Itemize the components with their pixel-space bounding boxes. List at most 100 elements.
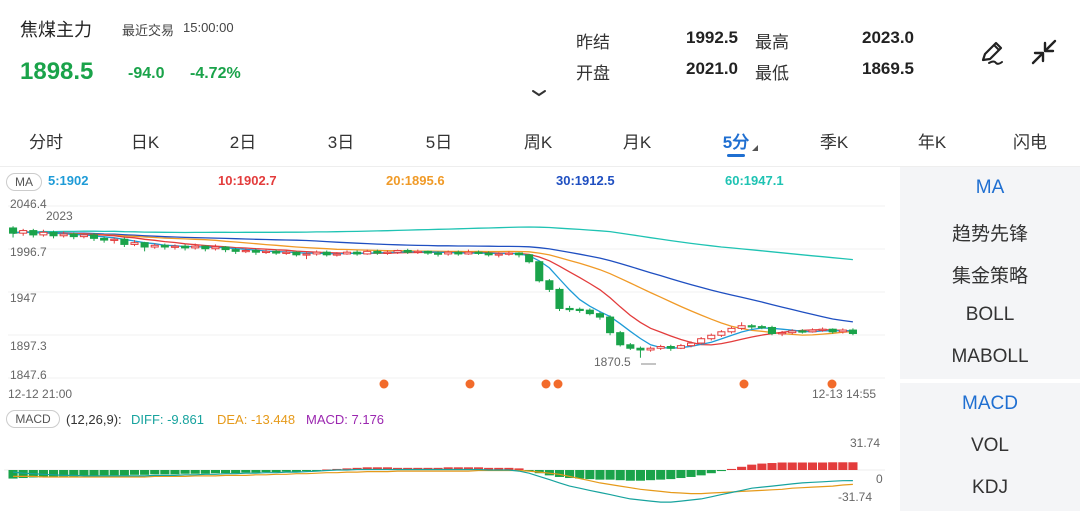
side-item-vol[interactable]: VOL <box>970 435 1010 456</box>
macd-chart[interactable] <box>0 432 900 511</box>
macd-dea-line <box>13 469 853 495</box>
price-axis-label-3: 1897.3 <box>10 339 47 353</box>
macd-axis-top: 31.74 <box>850 436 881 450</box>
candle-body <box>788 330 797 334</box>
tab-flash[interactable]: 闪电 <box>1013 133 1047 152</box>
macd-params: (12,26,9): <box>66 412 122 427</box>
candle-body <box>504 252 513 255</box>
time-axis-end: 12-13 14:55 <box>812 387 877 401</box>
macd-histogram-bar <box>129 470 140 475</box>
ma5-value: 5:1902 <box>48 173 89 188</box>
candle-body <box>363 250 372 255</box>
side-item-kdj[interactable]: KDJ <box>972 477 1008 498</box>
candle-body <box>332 253 341 256</box>
side-item-boll[interactable]: BOLL <box>965 304 1015 325</box>
candle-body <box>514 252 524 256</box>
candle-body <box>686 342 696 347</box>
expand-header-chevron-icon[interactable] <box>531 88 547 98</box>
indicator-side-panel: MA 趋势先锋 集金策略 BOLL MABOLL MACD VOL KDJ <box>900 167 1080 511</box>
candle-body <box>636 347 645 351</box>
event-marker-dot <box>465 379 475 389</box>
candle-body <box>626 344 635 349</box>
time-axis-start: 12-12 21:00 <box>8 387 73 401</box>
macd-histogram-bar <box>635 470 645 481</box>
event-marker-dot <box>541 379 551 389</box>
low-value: 1869.5 <box>862 59 914 78</box>
macd-histogram-bar <box>726 468 737 470</box>
candle-body <box>302 253 311 256</box>
macd-histogram-bar <box>686 470 696 477</box>
macd-histogram-bar <box>484 467 494 470</box>
candle-body <box>100 237 109 241</box>
ma-indicator-button[interactable]: MA <box>6 173 42 191</box>
tab-5min[interactable]: 5分 <box>722 133 750 152</box>
candle-body <box>19 230 28 234</box>
macd-dea-value: DEA: -13.448 <box>217 412 296 427</box>
macd-histogram-bar <box>241 470 251 473</box>
candle-body <box>555 288 564 309</box>
side-item-macd[interactable]: MACD <box>962 393 1018 414</box>
high-value: 2023.0 <box>862 28 914 47</box>
macd-axis-zero: 0 <box>876 472 883 486</box>
side-item-capital-strategy[interactable]: 集金策略 <box>951 266 1028 287</box>
macd-histogram-bar <box>291 470 301 472</box>
macd-histogram-bar <box>210 470 220 474</box>
macd-histogram-bar <box>231 470 241 474</box>
macd-histogram-bar <box>494 467 504 470</box>
macd-histogram-bar <box>676 470 686 479</box>
candle-body <box>373 250 382 254</box>
event-marker-dot <box>827 379 837 389</box>
candle-body <box>69 233 78 238</box>
macd-histogram-bar <box>747 464 757 470</box>
active-tab-indicator <box>727 154 745 157</box>
macd-histogram-bar <box>666 470 676 480</box>
candle-body <box>272 250 281 254</box>
macd-axis-bottom: -31.74 <box>838 490 873 504</box>
tab-timeshare[interactable]: 分时 <box>29 133 63 152</box>
macd-histogram-bar <box>595 470 605 480</box>
tab-2day[interactable]: 2日 <box>229 133 257 152</box>
macd-histogram-bar <box>372 467 382 470</box>
macd-histogram-bar <box>99 470 109 476</box>
period-dropdown-caret-icon[interactable] <box>752 145 758 151</box>
macd-histogram-bar <box>8 470 18 479</box>
pen-draw-icon[interactable] <box>976 36 1008 68</box>
tab-daily-k[interactable]: 日K <box>130 133 160 152</box>
macd-histogram-bar <box>59 470 69 477</box>
candlestick-chart[interactable] <box>0 192 900 402</box>
tab-3day[interactable]: 3日 <box>327 133 355 152</box>
candle-body <box>767 326 777 335</box>
candle-body <box>778 332 787 335</box>
tab-5day[interactable]: 5日 <box>425 133 453 152</box>
price-axis-label-1: 1996.7 <box>10 245 47 259</box>
candle-body <box>120 238 129 245</box>
ma10-value: 10:1902.7 <box>218 173 277 188</box>
period-tabs: 分时 日K 2日 3日 5日 周K 月K 5分 季K 年K 闪电 <box>0 122 1080 162</box>
candle-body <box>707 334 716 340</box>
candle-body <box>39 231 48 236</box>
macd-histogram-bar <box>615 470 625 481</box>
event-marker-dot <box>739 379 749 389</box>
macd-histogram-bar <box>585 470 595 480</box>
candle-body <box>191 245 200 249</box>
side-item-ma[interactable]: MA <box>975 177 1005 198</box>
macd-histogram-bar <box>261 470 271 473</box>
collapse-arrows-icon[interactable] <box>1028 36 1060 68</box>
candle-body <box>545 280 554 290</box>
macd-indicator-button[interactable]: MACD <box>6 410 60 428</box>
candle-body <box>29 230 38 236</box>
tab-yearly-k[interactable]: 年K <box>917 133 947 152</box>
side-item-trend-pioneer[interactable]: 趋势先锋 <box>951 224 1028 245</box>
macd-histogram-bar <box>646 470 656 481</box>
candle-body <box>342 251 352 255</box>
tab-quarterly-k[interactable]: 季K <box>819 133 849 152</box>
ma60-value: 60:1947.1 <box>725 173 784 188</box>
side-item-maboll[interactable]: MABOLL <box>951 346 1029 367</box>
macd-histogram-bar <box>443 467 453 470</box>
candle-body <box>181 245 190 249</box>
candle-body <box>444 251 453 255</box>
tab-weekly-k[interactable]: 周K <box>523 133 553 152</box>
tab-monthly-k[interactable]: 月K <box>622 133 652 152</box>
candle-body <box>676 345 685 349</box>
macd-histogram-bar <box>473 467 484 470</box>
